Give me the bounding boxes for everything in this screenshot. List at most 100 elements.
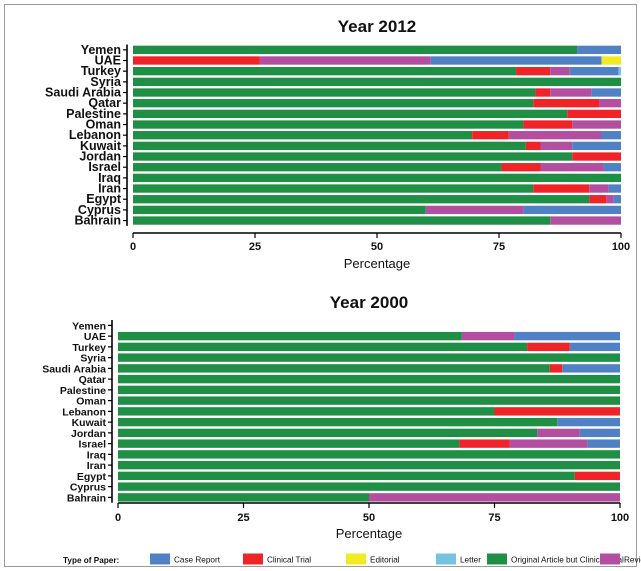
- chart-year-2012-bar-lebanon-case-report: [601, 131, 621, 140]
- chart-year-2000-bar-uae-case-report: [514, 331, 620, 341]
- chart-year-2000-bar-lebanon-clinical-trial: [494, 407, 620, 416]
- chart-year-2012-bar-lebanon-review: [508, 131, 602, 140]
- chart-year-2012-bar-bahrain-review: [550, 216, 621, 225]
- chart-year-2012-bar-palestine-clinical-trial: [567, 109, 621, 119]
- chart-year-2000-bar-lebanon-original-article-but-clinical-trial: [118, 407, 495, 416]
- chart-year-2012-category-label-iraq: Iraq: [98, 171, 121, 185]
- chart-year-2012-x-tick-label: 0: [130, 241, 136, 253]
- chart-year-2000-category-label-cyprus: Cyprus: [70, 482, 106, 494]
- chart-year-2012-bar-israel-case-report: [603, 163, 621, 172]
- chart-year-2012-bar-jordan-clinical-trial: [572, 152, 621, 161]
- chart-year-2000-bar-turkey-case-report: [569, 342, 620, 352]
- chart-year-2012-bar-oman-review: [572, 120, 621, 129]
- chart-year-2000-bar-kuwait-original-article-but-clinical-trial: [118, 417, 558, 427]
- chart-year-2012-bar-qatar-review: [599, 99, 621, 108]
- chart-year-2000-category-label-israel: Israel: [79, 439, 107, 451]
- chart-year-2000-category-label-palestine: Palestine: [60, 385, 106, 397]
- chart-year-2000-x-tick-label: 75: [488, 512, 500, 524]
- chart-year-2012-bar-lebanon-clinical-trial: [472, 131, 509, 140]
- chart-year-2012-category-label-syria: Syria: [90, 75, 122, 89]
- chart-year-2000-bar-qatar-original-article-but-clinical-trial: [118, 374, 620, 384]
- legend-swatch-letter: [436, 553, 456, 565]
- chart-year-2012-category-label-egypt: Egypt: [86, 192, 122, 206]
- chart-year-2012-bar-uae-case-report: [430, 56, 602, 65]
- chart-year-2012-x-tick-label: 50: [371, 241, 383, 253]
- chart-year-2000-bar-israel-review: [509, 439, 588, 448]
- chart-year-2000-title: Year 2000: [330, 293, 408, 312]
- chart-year-2012-bar-oman-original-article-but-clinical-trial: [133, 120, 524, 129]
- chart-year-2012-bar-saudi-arabia-original-article-but-clinical-trial: [133, 88, 536, 97]
- chart-year-2012-bar-egypt-clinical-trial: [589, 195, 607, 204]
- chart-year-2012-bar-iran-case-report: [608, 184, 621, 193]
- chart-year-2012-title: Year 2012: [338, 17, 416, 36]
- chart-year-2000-x-tick-label: 100: [611, 512, 629, 524]
- chart-year-2012-bar-egypt-case-report: [613, 195, 621, 204]
- chart-year-2000-category-label-saudi-arabia: Saudi Arabia: [42, 363, 106, 375]
- legend-label-original-article-but-clinical-trial: Original Article but Clinical Trial: [511, 556, 624, 565]
- chart-year-2000-bar-uae-original-article-but-clinical-trial: [118, 331, 462, 341]
- chart-year-2012-bar-cyprus-original-article-but-clinical-trial: [133, 205, 426, 215]
- chart-year-2000-category-label-uae: UAE: [84, 331, 106, 343]
- legend-swatch-editorial: [346, 553, 366, 565]
- chart-year-2012-x-tick-label: 100: [612, 241, 630, 253]
- chart-year-2000-bar-oman-original-article-but-clinical-trial: [118, 396, 620, 405]
- chart-year-2000-category-label-syria: Syria: [80, 353, 106, 365]
- chart-year-2012-x-tick-label: 25: [249, 241, 261, 253]
- chart-year-2012-bar-yemen-case-report: [577, 45, 621, 54]
- chart-year-2012-bar-uae-editorial: [601, 56, 621, 65]
- legend-label-review: Review: [624, 556, 641, 565]
- chart-year-2012-category-label-yemen: Yemen: [81, 43, 121, 57]
- chart-year-2000-x-tick-label: 50: [363, 512, 375, 524]
- chart-year-2000-category-label-qatar: Qatar: [79, 374, 106, 386]
- chart-year-2012-category-label-israel: Israel: [88, 160, 121, 174]
- chart-year-2000-bar-bahrain-original-article-but-clinical-trial: [118, 493, 369, 502]
- chart-year-2012-bar-egypt-review: [606, 195, 614, 204]
- chart-year-2000-bar-uae-review: [461, 331, 515, 341]
- chart-year-2000-category-label-lebanon: Lebanon: [62, 406, 106, 418]
- chart-year-2012-bar-kuwait-case-report: [572, 141, 621, 151]
- chart-year-2000-bar-saudi-arabia-clinical-trial: [549, 364, 563, 373]
- chart-year-2012-bar-lebanon-original-article-but-clinical-trial: [133, 131, 473, 140]
- chart-year-2012-bar-kuwait-clinical-trial: [525, 141, 541, 151]
- chart-year-2012-bar-uae-clinical-trial: [133, 56, 260, 65]
- chart-year-2000-bar-turkey-clinical-trial: [527, 342, 570, 352]
- chart-year-2012-bar-saudi-arabia-case-report: [591, 88, 621, 97]
- chart-year-2000-bar-israel-case-report: [587, 439, 620, 448]
- chart-year-2000-category-label-iran: Iran: [87, 460, 106, 472]
- chart-year-2000-x-tick-label: 25: [237, 512, 249, 524]
- chart-year-2000-bar-palestine-original-article-but-clinical-trial: [118, 385, 620, 395]
- chart-year-2000-category-label-turkey: Turkey: [72, 342, 106, 354]
- chart-year-2012-x-tick-label: 75: [493, 241, 505, 253]
- chart-year-2012-bar-kuwait-review: [540, 141, 573, 151]
- chart-year-2000-bar-iraq-original-article-but-clinical-trial: [118, 450, 620, 459]
- chart-year-2000-bar-saudi-arabia-original-article-but-clinical-trial: [118, 364, 550, 373]
- chart-year-2012-bar-bahrain-original-article-but-clinical-trial: [133, 216, 551, 225]
- legend-swatch-original-article-but-clinical-trial: [487, 553, 507, 565]
- chart-year-2012-bar-iraq-original-article-but-clinical-trial: [133, 173, 621, 183]
- chart-year-2012-bar-turkey-clinical-trial: [516, 67, 551, 76]
- legend-label-clinical-trial: Clinical Trial: [267, 556, 311, 565]
- chart-year-2000-bar-iran-original-article-but-clinical-trial: [118, 460, 620, 470]
- chart-year-2012-category-label-oman: Oman: [86, 118, 121, 132]
- chart-year-2012-bar-syria-original-article-but-clinical-trial: [133, 77, 621, 87]
- chart-year-2000-category-label-jordan: Jordan: [71, 428, 106, 440]
- chart-year-2012-bar-iran-review: [589, 184, 609, 193]
- chart-year-2000-bar-jordan-original-article-but-clinical-trial: [118, 428, 538, 438]
- chart-year-2000-x-axis-label: Percentage: [336, 526, 403, 541]
- chart-year-2012-bar-turkey-original-article-but-clinical-trial: [133, 67, 517, 76]
- chart-year-2012-bar-israel-original-article-but-clinical-trial: [133, 163, 502, 172]
- chart-year-2012-bar-saudi-arabia-clinical-trial: [535, 88, 551, 97]
- chart-year-2000-bar-israel-original-article-but-clinical-trial: [118, 439, 460, 448]
- chart-year-2000-bar-bahrain-review: [369, 493, 620, 502]
- chart-year-2000-category-label-kuwait: Kuwait: [72, 417, 107, 429]
- chart-year-2012-bar-turkey-review: [550, 67, 570, 76]
- chart-year-2012-bar-turkey-letter: [618, 67, 621, 76]
- chart-year-2012-bar-qatar-clinical-trial: [533, 99, 600, 108]
- chart-year-2000-category-label-oman: Oman: [76, 396, 106, 408]
- chart-year-2012-bar-uae-review: [259, 56, 431, 65]
- legend-label-letter: Letter: [460, 556, 481, 565]
- chart-year-2000-category-label-iraq: Iraq: [87, 449, 106, 461]
- legend-title: Type of Paper:: [63, 556, 119, 565]
- chart-year-2012-category-label-turkey: Turkey: [81, 64, 121, 78]
- chart-year-2012-category-label-jordan: Jordan: [79, 150, 121, 164]
